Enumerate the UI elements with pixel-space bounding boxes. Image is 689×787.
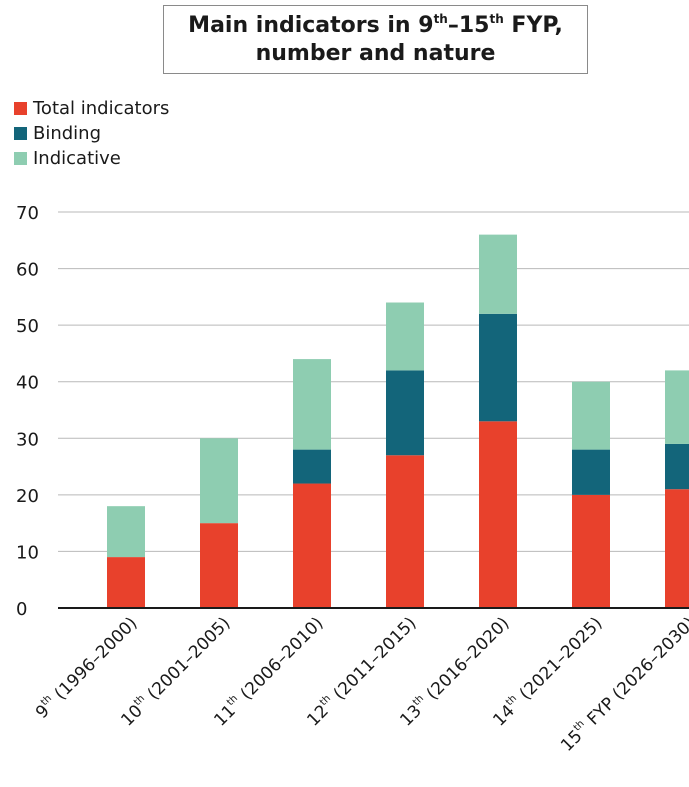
bars (107, 234, 689, 608)
bar-total-indicators-15 (665, 489, 689, 608)
bar-indicative-15 (665, 370, 689, 444)
bar-total-indicators-11 (293, 483, 331, 608)
chart-legend: Total indicators Binding Indicative (14, 96, 169, 171)
bar-indicative-12 (386, 302, 424, 371)
y-tick-label-30: 30 (16, 429, 39, 450)
y-tick-label-10: 10 (16, 542, 39, 563)
bar-total-indicators-10 (200, 523, 238, 608)
chart-title: Main indicators in 9th–15th FYP, number … (163, 5, 588, 74)
y-tick-label-0: 0 (16, 599, 27, 620)
title-part-0-3: th (489, 12, 504, 26)
y-tick-label-50: 50 (16, 316, 39, 337)
legend-label-binding: Binding (33, 123, 102, 144)
title-part-0-1: th (433, 12, 448, 26)
bar-indicative-10 (200, 438, 238, 524)
chart-title-line-1: Main indicators in 9th–15th FYP, (164, 12, 587, 40)
chart-title-line-2: number and nature (164, 40, 587, 68)
bar-binding-12 (386, 370, 424, 456)
bar-total-indicators-12 (386, 455, 424, 608)
bar-binding-13 (479, 313, 517, 422)
y-tick-label-70: 70 (16, 203, 39, 224)
bar-total-indicators-13 (479, 421, 517, 608)
bar-indicative-9 (107, 506, 145, 558)
y-tick-label-40: 40 (16, 373, 39, 394)
legend-label-total: Total indicators (33, 98, 170, 119)
legend-item-binding: Binding (14, 121, 169, 146)
bar-binding-14 (572, 449, 610, 495)
bar-total-indicators-14 (572, 494, 610, 608)
legend-swatch-total (14, 102, 27, 115)
legend-swatch-indicative (14, 152, 27, 165)
legend-item-total: Total indicators (14, 96, 169, 121)
bar-indicative-13 (479, 234, 517, 314)
x-tick-label-9: 9th (1996–2000) (31, 613, 141, 723)
bar-indicative-14 (572, 381, 610, 450)
bar-binding-11 (293, 449, 331, 484)
title-part-0-0: Main indicators in 9 (188, 13, 434, 38)
legend-swatch-binding (14, 127, 27, 140)
bar-indicative-11 (293, 359, 331, 450)
legend-item-indicative: Indicative (14, 146, 169, 171)
title-part-0-2: –15 (447, 13, 490, 38)
bar-total-indicators-9 (107, 557, 145, 608)
bar-binding-15 (665, 443, 689, 490)
title-part-1-0: number and nature (255, 41, 496, 66)
y-tick-label-20: 20 (16, 486, 39, 507)
y-tick-label-60: 60 (16, 260, 39, 281)
legend-label-indicative: Indicative (33, 148, 121, 169)
title-part-0-4: FYP, (503, 13, 563, 38)
